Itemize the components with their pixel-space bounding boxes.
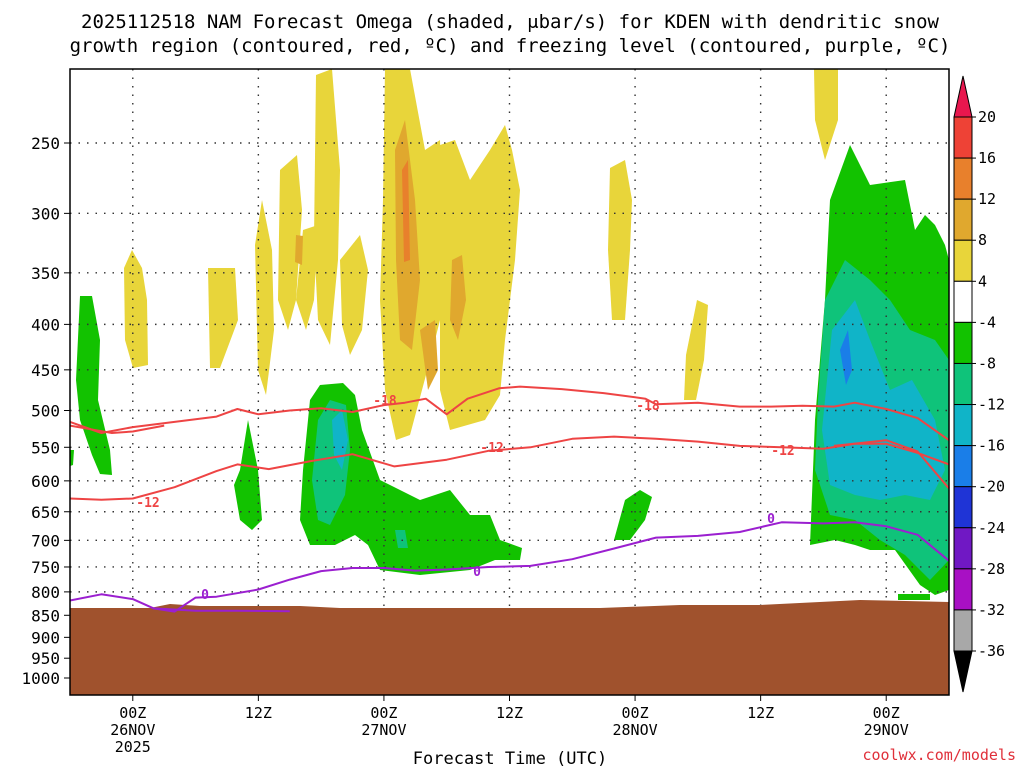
y-tick-label: 950 xyxy=(31,649,60,668)
x-tick-date: 29NOV xyxy=(864,721,909,739)
colorbar-label: 20 xyxy=(978,108,996,126)
chart-title-line1: 2025112518 NAM Forecast Omega (shaded, μ… xyxy=(81,11,939,33)
y-axis: 250 300 350 400 450 500 550 600 650 700 750 800 850 9… xyxy=(21,134,70,688)
x-tick-hour: 00Z xyxy=(873,704,900,722)
contour-label-freezing-b: 0 xyxy=(473,565,481,580)
x-tick-date: 26NOV xyxy=(110,721,155,739)
contour-line--12 xyxy=(69,435,950,501)
colorbar-label: -36 xyxy=(978,642,1005,660)
colorbar-label: -16 xyxy=(978,437,1005,455)
x-tick-hour: 00Z xyxy=(119,704,146,722)
x-tick-year: 2025 xyxy=(115,738,151,756)
y-tick-label: 1000 xyxy=(21,669,60,688)
colorbar-label: -12 xyxy=(978,396,1005,414)
terrain-fill xyxy=(70,600,949,695)
x-tick-hour: 00Z xyxy=(622,704,649,722)
colorbar-swatch xyxy=(953,239,973,282)
colorbar-swatch xyxy=(953,486,973,529)
y-tick-label: 750 xyxy=(31,558,60,577)
y-tick-label: 800 xyxy=(31,583,60,602)
contour-labels: -18 -18 -12 -12 -12 0 0 0 xyxy=(136,394,794,603)
y-tick-label: 700 xyxy=(31,531,60,550)
colorbar-swatch xyxy=(953,321,973,364)
colorbar-swatch xyxy=(953,609,973,652)
y-tick-label: 300 xyxy=(31,204,60,223)
colorbar-label: 8 xyxy=(978,231,987,249)
contour-line--18 xyxy=(69,385,950,442)
contour-label-dgz12-a: -12 xyxy=(136,496,159,511)
colorbar: 20 16 12 8 4 -4 -8 -12 -16 -20 -24 -28 -32 -36 xyxy=(953,75,1005,693)
contour-line--12b xyxy=(833,439,950,490)
colorbar-swatch xyxy=(953,116,973,159)
y-tick-label: 650 xyxy=(31,503,60,522)
contour-line-0b xyxy=(153,607,290,613)
x-tick-hour: 00Z xyxy=(370,704,397,722)
credit-text: coolwx.com/models xyxy=(862,746,1016,764)
contour-label-dgz12-c: -12 xyxy=(771,444,794,459)
colorbar-label: -20 xyxy=(978,478,1005,496)
colorbar-label: 16 xyxy=(978,149,996,167)
contour-lines xyxy=(69,385,950,613)
contour-label-dgz12-b: -12 xyxy=(480,441,503,456)
y-tick-label: 450 xyxy=(31,361,60,380)
chart-title-line2: growth region (contoured, red, ºC) and f… xyxy=(70,35,951,57)
colorbar-bottom-arrow xyxy=(953,650,973,693)
omega-very-strong-negative-shading xyxy=(840,330,852,385)
colorbar-swatch xyxy=(953,527,973,570)
colorbar-swatch xyxy=(953,157,973,200)
y-tick-label: 400 xyxy=(31,315,60,334)
y-tick-label: 850 xyxy=(31,606,60,625)
contour-label-dgz18-b: -18 xyxy=(636,399,660,414)
colorbar-swatch xyxy=(953,568,973,611)
contour-label-freezing-a: 0 xyxy=(201,588,209,603)
x-tick-date: 27NOV xyxy=(361,721,406,739)
colorbar-swatch xyxy=(953,404,973,447)
x-tick-date: 28NOV xyxy=(612,721,657,739)
plot-area: -18 -18 -12 -12 -12 0 0 0 xyxy=(69,68,950,696)
colorbar-label: -28 xyxy=(978,560,1005,578)
colorbar-label: -8 xyxy=(978,354,996,372)
contour-line--18b xyxy=(69,424,165,434)
contour-line-0 xyxy=(69,521,950,613)
colorbar-label: -4 xyxy=(978,313,996,331)
y-tick-label: 350 xyxy=(31,264,60,283)
omega-strong-positive-shading xyxy=(295,120,466,390)
colorbar-swatch xyxy=(953,280,973,323)
contour-label-dgz18-a: -18 xyxy=(373,394,397,409)
x-tick-hour: 12Z xyxy=(747,704,774,722)
y-tick-label: 250 xyxy=(31,134,60,153)
x-tick-hour: 12Z xyxy=(496,704,523,722)
colorbar-label: -32 xyxy=(978,601,1005,619)
x-tick-hour: 12Z xyxy=(245,704,272,722)
contour-label-freezing-c: 0 xyxy=(767,512,775,527)
colorbar-swatch xyxy=(953,198,973,241)
y-tick-label: 900 xyxy=(31,628,60,647)
y-tick-label: 600 xyxy=(31,472,60,491)
x-axis-label: Forecast Time (UTC) xyxy=(413,749,607,768)
colorbar-swatch xyxy=(953,445,973,488)
colorbar-label: 4 xyxy=(978,272,987,290)
omega-very-strong-positive-shading xyxy=(402,160,410,262)
colorbar-top-arrow xyxy=(953,75,973,118)
y-tick-label: 500 xyxy=(31,402,60,421)
y-tick-label: 550 xyxy=(31,438,60,457)
colorbar-label: 12 xyxy=(978,190,996,208)
colorbar-label: -24 xyxy=(978,519,1005,537)
colorbar-swatch xyxy=(953,362,973,406)
